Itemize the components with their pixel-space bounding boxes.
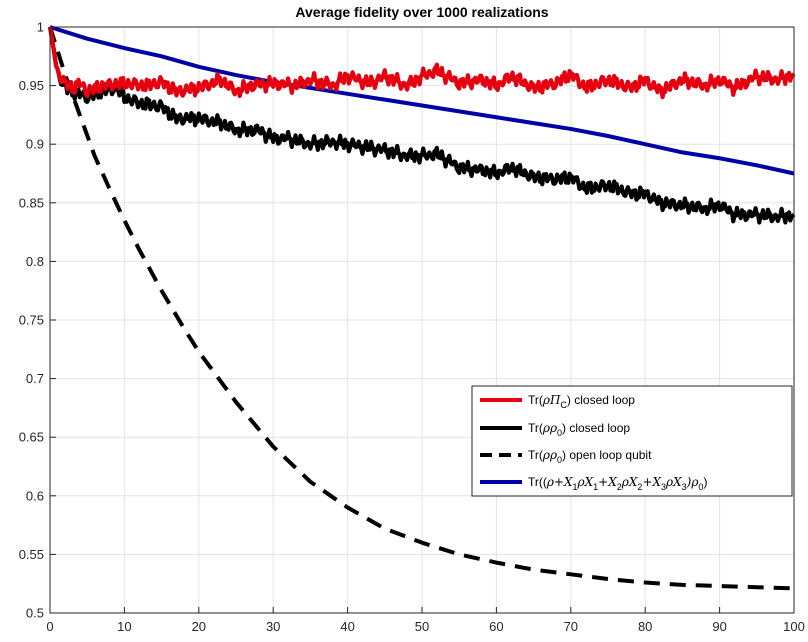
series-group <box>47 25 796 591</box>
x-tick-label: 0 <box>46 619 53 634</box>
series-line-0 <box>47 26 796 100</box>
y-tick-label: 0.7 <box>26 371 44 386</box>
y-tick-label: 0.9 <box>26 137 44 152</box>
y-tick-label: 1 <box>37 20 44 35</box>
series-line-2 <box>48 26 795 591</box>
ticks: 0 10 20 30 40 50 60 70 80 90 100 0.5 0.55 0.6 0.65 0.7 0… <box>19 20 805 635</box>
x-tick-label: 60 <box>489 619 503 634</box>
y-tick-label: 0.8 <box>26 254 44 269</box>
x-tick-label: 20 <box>192 619 206 634</box>
legend-box <box>471 385 793 497</box>
x-tick-label: 10 <box>117 619 131 634</box>
legend: Tr(ρΠC) closed loop Tr(ρρ0) closed loop Tr… <box>471 385 793 497</box>
y-tick-label: 0.65 <box>19 430 44 445</box>
y-tick-label: 0.5 <box>26 606 44 621</box>
x-tick-label: 40 <box>340 619 354 634</box>
series-line-3 <box>49 25 795 176</box>
legend-label-1: Tr(ρρ0) closed loop <box>528 421 630 438</box>
y-tick-label: 0.75 <box>19 313 44 328</box>
x-tick-label: 80 <box>638 619 652 634</box>
y-tick-label: 0.6 <box>26 488 44 503</box>
x-tick-label: 90 <box>712 619 726 634</box>
x-tick-label: 30 <box>266 619 280 634</box>
legend-label-2: Tr(ρρ0) open loop qubit <box>528 448 652 465</box>
y-tick-label: 0.95 <box>19 78 44 93</box>
x-tick-label: 70 <box>564 619 578 634</box>
x-tick-label: 50 <box>415 619 429 634</box>
x-tick-label: 100 <box>783 619 805 634</box>
y-tick-label: 0.55 <box>19 547 44 562</box>
y-tick-label: 0.85 <box>19 195 44 210</box>
legend-label-0: Tr(ρΠC) closed loop <box>528 393 635 410</box>
series-line-1 <box>47 26 796 225</box>
chart-title: Average fidelity over 1000 realizations <box>295 4 548 20</box>
legend-label-3: Tr((ρ+X1ρX1+X2ρX2+X3ρX3)ρ0) <box>528 475 707 492</box>
